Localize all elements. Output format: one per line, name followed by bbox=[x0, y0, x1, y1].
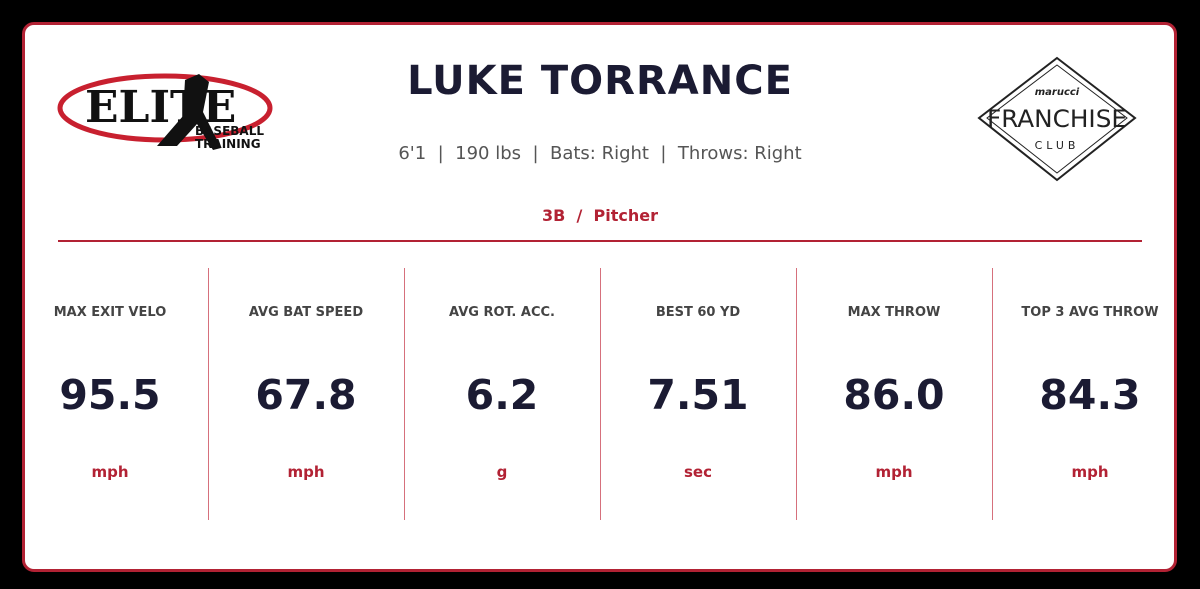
stat-divider bbox=[404, 268, 405, 520]
stat-label: TOP 3 AVG THROW bbox=[1021, 305, 1159, 320]
stat-value: 84.3 bbox=[1039, 371, 1141, 419]
stat-unit: mph bbox=[1071, 463, 1109, 481]
divider-rule bbox=[58, 240, 1142, 242]
stat-unit: g bbox=[496, 463, 508, 481]
stat-unit: sec bbox=[684, 463, 712, 481]
logo-top: marucci bbox=[1035, 87, 1080, 98]
stat-value: 86.0 bbox=[843, 371, 945, 419]
franchise-logo: marucci FRANCHISE CLUB bbox=[977, 56, 1137, 182]
logo-main: FRANCHISE bbox=[987, 105, 1127, 133]
stat-unit: mph bbox=[875, 463, 913, 481]
stat-value: 6.2 bbox=[465, 371, 539, 419]
batter bbox=[157, 74, 221, 150]
logo-line1: BASEBALL bbox=[195, 124, 264, 138]
stat-label: BEST 60 YD bbox=[655, 305, 741, 320]
stat-unit: mph bbox=[91, 463, 129, 481]
player-name: LUKE TORRANCE bbox=[407, 58, 793, 104]
stat-label: MAX THROW bbox=[847, 305, 941, 320]
elite-logo: ELITE BASEBALL TRAINING bbox=[57, 73, 273, 151]
stat-divider bbox=[796, 268, 797, 520]
logo-bottom: CLUB bbox=[1035, 139, 1080, 152]
stat-value: 95.5 bbox=[59, 371, 161, 419]
stat-value: 7.51 bbox=[647, 371, 749, 419]
stat-unit: mph bbox=[287, 463, 325, 481]
player-positions: 3B / Pitcher bbox=[542, 206, 658, 225]
player-details: 6'1 | 190 lbs | Bats: Right | Throws: Ri… bbox=[398, 143, 802, 164]
stat-value: 67.8 bbox=[255, 371, 357, 419]
logo-main: ELITE bbox=[85, 82, 236, 133]
logo-line2: TRAINING bbox=[195, 137, 261, 151]
stat-label: AVG BAT SPEED bbox=[248, 305, 364, 320]
stat-divider bbox=[600, 268, 601, 520]
stat-label: AVG ROT. ACC. bbox=[449, 305, 555, 320]
stat-divider bbox=[208, 268, 209, 520]
stat-label: MAX EXIT VELO bbox=[53, 305, 167, 320]
stat-divider bbox=[992, 268, 993, 520]
